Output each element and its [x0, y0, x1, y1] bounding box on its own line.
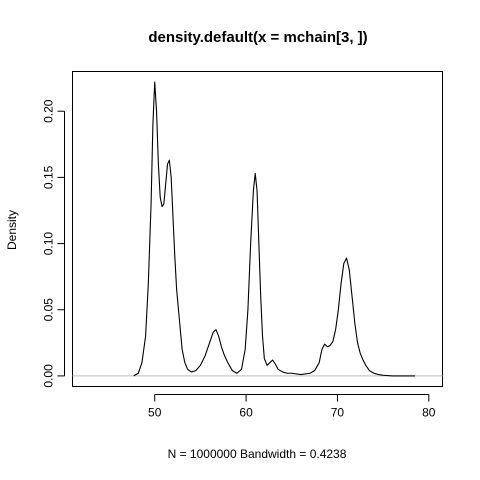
- y-tick-label: 0.00: [42, 364, 56, 388]
- y-tick-label: 0.05: [42, 298, 56, 322]
- x-tick-label: 60: [239, 406, 253, 420]
- chart-title: density.default(x = mchain[3, ]): [148, 29, 367, 46]
- x-axis: 50 60 70 80: [148, 394, 436, 420]
- x-tick-label: 80: [422, 406, 436, 420]
- density-curve: [133, 81, 416, 377]
- y-axis: 0.00 0.05 0.10 0.15 0.20: [42, 99, 65, 388]
- y-axis-label: Density: [5, 210, 19, 250]
- plot-frame: [72, 71, 443, 387]
- x-axis-label: N = 1000000 Bandwidth = 0.4238: [168, 447, 347, 461]
- y-tick-label: 0.15: [42, 165, 56, 189]
- x-tick-label: 70: [331, 406, 345, 420]
- y-tick-label: 0.20: [42, 99, 56, 123]
- x-tick-label: 50: [148, 406, 162, 420]
- y-tick-label: 0.10: [42, 232, 56, 256]
